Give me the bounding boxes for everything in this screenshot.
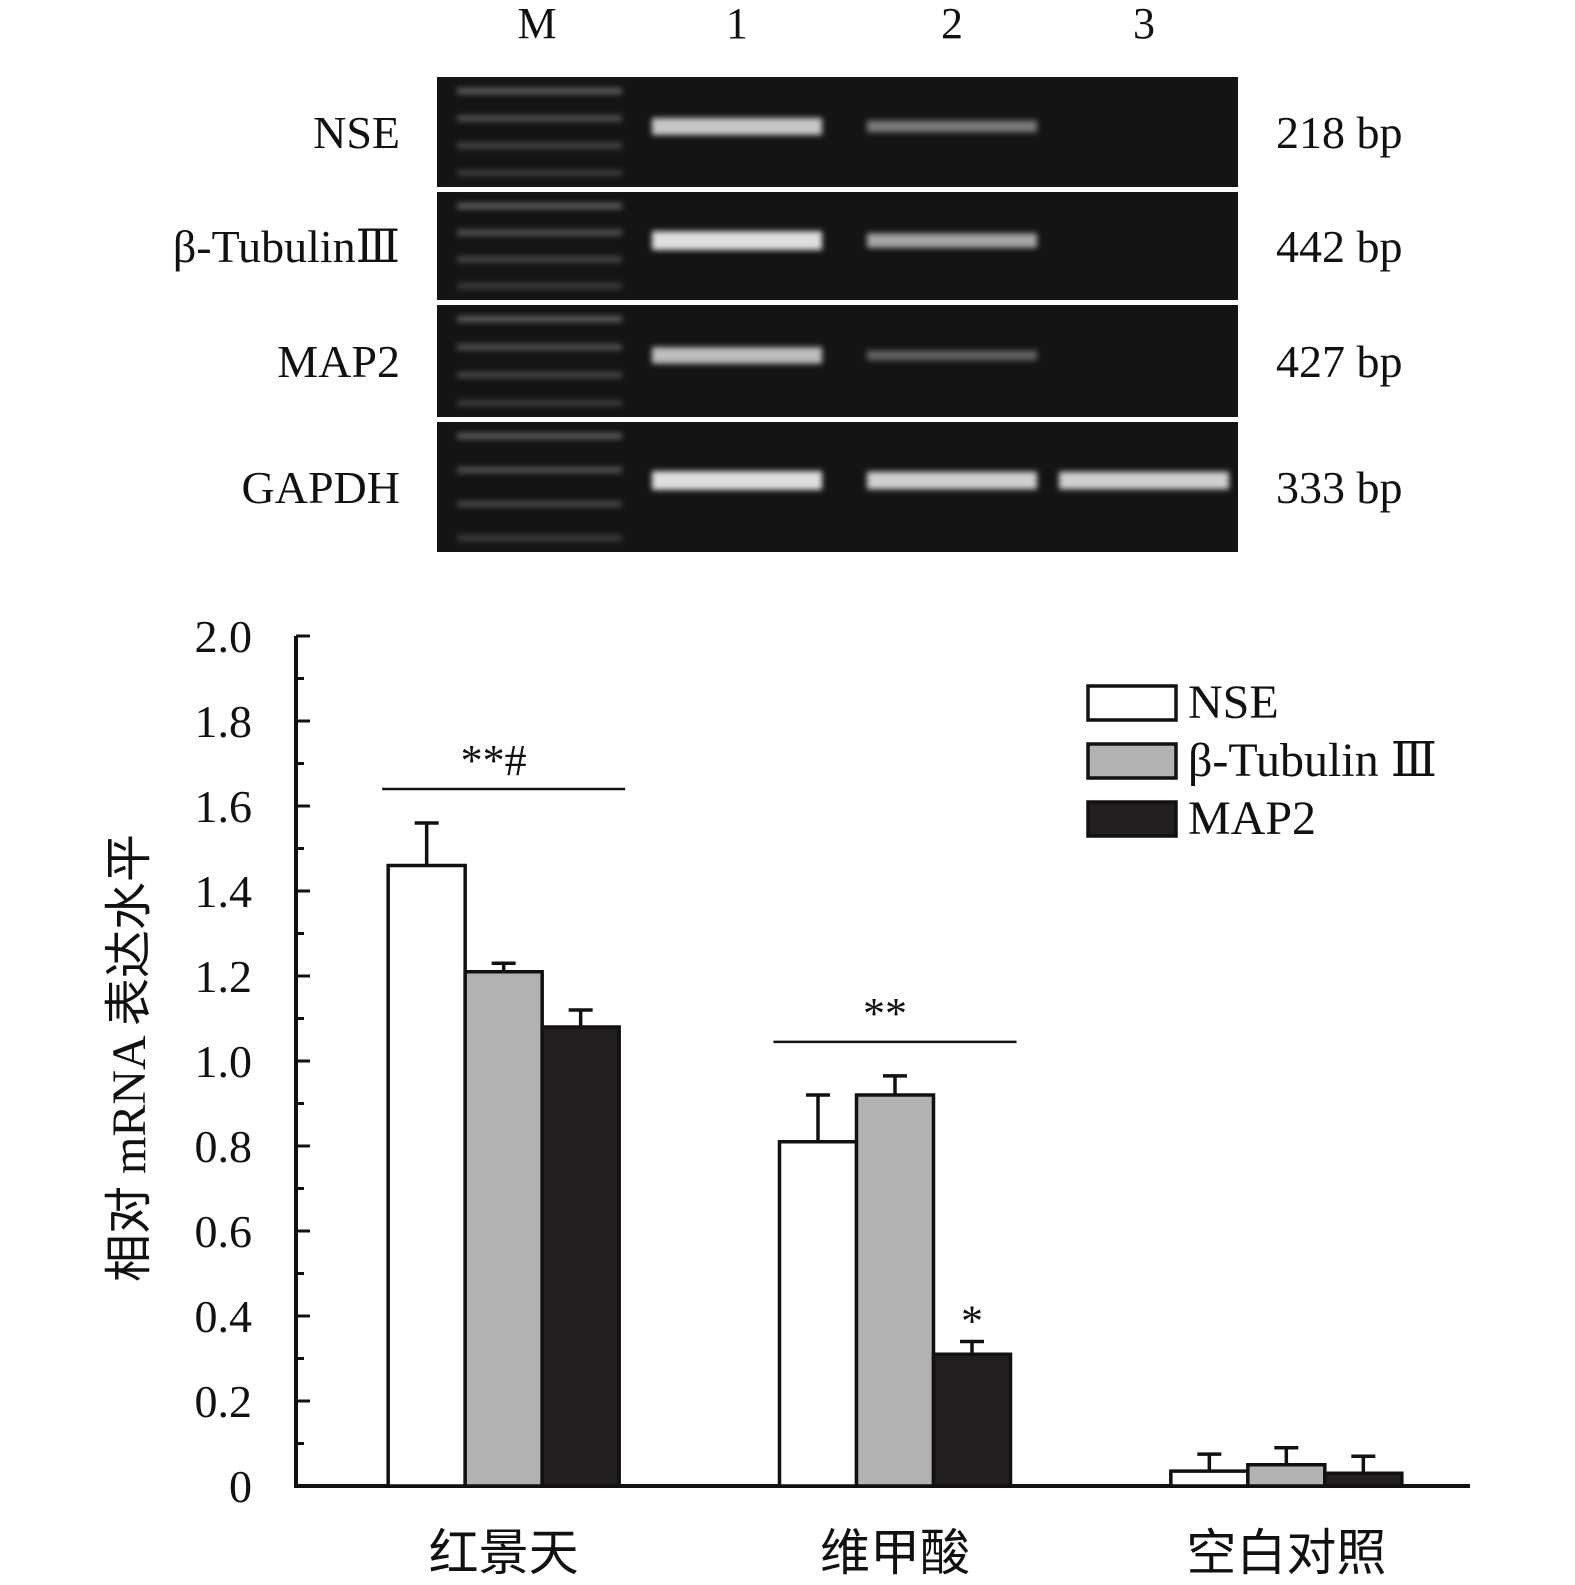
y-tick-label: 1.2 — [195, 951, 253, 1002]
gel-gene-label: β-TubulinⅢ — [173, 221, 400, 272]
ladder-band — [457, 535, 622, 541]
gel-band — [867, 233, 1037, 248]
gel-band — [652, 471, 822, 490]
gel-strip — [437, 192, 1238, 300]
ladder-band — [457, 256, 622, 263]
bar — [463, 970, 544, 1488]
x-category-label: 红景天 — [429, 1525, 579, 1581]
gel-band — [867, 471, 1037, 490]
bar-group: 空白对照 — [1169, 1446, 1404, 1581]
ladder-band — [457, 400, 622, 406]
y-axis-label: 相对 mRNA 表达水平 — [103, 834, 156, 1282]
bar-chart: 0 0.2 0.4 0.6 0.8 1.0 1.2 1.4 1.6 1.8 2.0 相对 mRNA 表… — [103, 611, 1470, 1581]
legend-label: MAP2 — [1188, 792, 1316, 845]
bar — [854, 1093, 936, 1488]
gel-band — [652, 118, 822, 135]
gel-gene-label: MAP2 — [277, 336, 400, 387]
ladder-band — [457, 142, 622, 149]
bar-group: 红景天 — [386, 821, 621, 1581]
gel-band — [652, 231, 822, 250]
ladder-band — [457, 372, 622, 378]
legend-label: β-Tubulin Ⅲ — [1188, 734, 1437, 787]
gel-row: NSE 218 bp — [313, 77, 1403, 187]
gel-band — [867, 350, 1037, 361]
ladder-band — [457, 203, 622, 209]
y-tick-label: 1.4 — [195, 866, 253, 917]
y-tick-label: 1.0 — [195, 1036, 253, 1087]
ladder-band — [457, 229, 622, 236]
bar — [931, 1352, 1013, 1488]
gel-row: β-TubulinⅢ 442 bp — [173, 192, 1403, 300]
y-tick-label: 1.6 — [195, 781, 253, 832]
gel-lane-label: 2 — [941, 0, 963, 48]
ladder-band — [457, 501, 622, 507]
bar-group: 维甲酸 — [777, 1074, 1013, 1581]
x-category-label: 维甲酸 — [820, 1525, 970, 1581]
bar — [1246, 1463, 1327, 1488]
gel-size-label: 218 bp — [1276, 107, 1403, 158]
gel-band — [1059, 471, 1229, 490]
legend-swatch — [1086, 800, 1178, 838]
gel-band — [867, 120, 1037, 133]
significance-label: ** — [863, 989, 907, 1038]
ladder-band — [457, 88, 622, 94]
gel-panel: M 1 2 3 NSE 218 bp β-TubulinⅢ 442 bp MAP2 427 bp G… — [173, 0, 1403, 552]
gel-row: GAPDH 333 bp — [242, 422, 1403, 552]
y-tick-label: 0 — [229, 1461, 252, 1512]
bar — [1323, 1471, 1404, 1488]
bar — [777, 1140, 859, 1488]
y-tick-label: 0.2 — [195, 1376, 253, 1427]
gel-strip — [437, 305, 1238, 417]
significance-label: **# — [461, 736, 527, 785]
bar — [1169, 1469, 1250, 1488]
ladder-band — [457, 115, 622, 122]
y-tick-label: 0.4 — [195, 1291, 253, 1342]
gel-lane-label: M — [517, 0, 556, 48]
bar-significance-label: * — [961, 1297, 983, 1346]
y-tick-label: 0.8 — [195, 1121, 253, 1172]
gel-row: MAP2 427 bp — [277, 305, 1403, 417]
ladder-band — [457, 467, 622, 473]
bar — [540, 1025, 621, 1488]
ladder-band — [457, 433, 622, 439]
gel-lane-label: 3 — [1133, 0, 1155, 48]
y-tick-label: 0.6 — [195, 1206, 253, 1257]
ladder-band — [457, 316, 622, 322]
y-tick-label: 2.0 — [195, 611, 253, 662]
ladder-band — [457, 344, 622, 350]
ladder-band — [457, 170, 622, 176]
gel-lane-label: 1 — [726, 0, 748, 48]
legend-swatch — [1086, 742, 1178, 780]
ladder-band — [457, 283, 622, 289]
gel-gene-label: GAPDH — [242, 462, 400, 513]
gel-band — [652, 347, 822, 364]
gel-size-label: 333 bp — [1276, 462, 1403, 513]
gel-size-label: 442 bp — [1276, 221, 1403, 272]
gel-gene-label: NSE — [313, 107, 400, 158]
gel-strip — [437, 77, 1238, 187]
gel-size-label: 427 bp — [1276, 336, 1403, 387]
x-category-label: 空白对照 — [1186, 1525, 1386, 1581]
y-tick-label: 1.8 — [195, 696, 253, 747]
legend-swatch — [1086, 684, 1178, 722]
legend-label: NSE — [1188, 676, 1279, 729]
bar — [386, 863, 467, 1488]
